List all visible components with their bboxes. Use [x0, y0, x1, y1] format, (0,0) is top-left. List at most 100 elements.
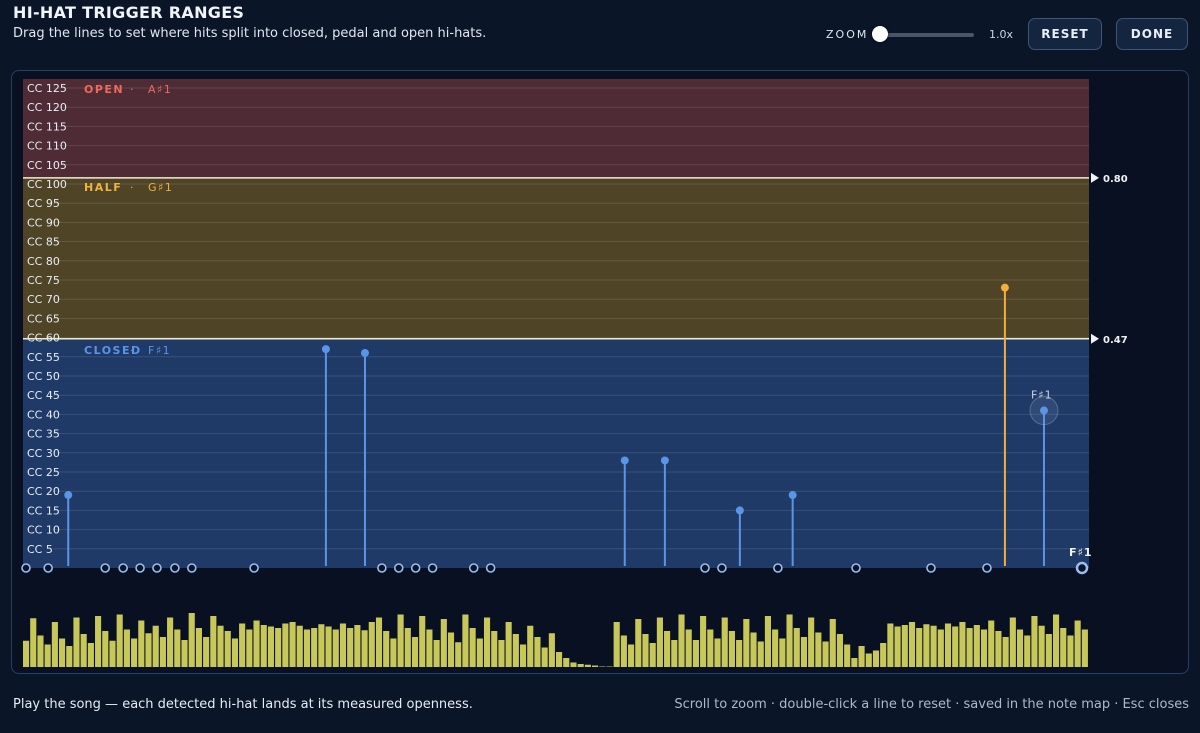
- waveform-bar: [152, 625, 159, 667]
- cc-tick-label: CC 65: [27, 312, 60, 325]
- waveform-bar: [822, 641, 829, 667]
- waveform-bar: [901, 625, 908, 667]
- waveform-bar: [383, 631, 390, 667]
- waveform-bar: [944, 623, 952, 667]
- hit-marker-empty[interactable]: [1075, 561, 1089, 575]
- hit-marker-empty[interactable]: [926, 563, 936, 573]
- cc-tick-label: CC 55: [27, 351, 60, 364]
- waveform-bar: [851, 658, 858, 667]
- waveform-bar: [613, 622, 620, 667]
- waveform-bar: [318, 624, 325, 667]
- hit-marker[interactable]: [1000, 283, 1009, 292]
- waveform-bar: [1060, 628, 1067, 667]
- open-zone-label: OPEN: [84, 83, 124, 96]
- waveform-bar: [188, 613, 195, 667]
- waveform-bar: [678, 614, 685, 667]
- hit-marker[interactable]: [64, 491, 73, 500]
- zoom-slider-thumb[interactable]: [872, 26, 888, 42]
- threshold-value: 0.47: [1103, 335, 1128, 346]
- hit-marker-empty[interactable]: [170, 563, 180, 573]
- waveform-bar: [195, 628, 202, 667]
- hit-marker[interactable]: [321, 345, 330, 354]
- cc-tick-label: CC 90: [27, 216, 60, 229]
- waveform-bar: [390, 638, 397, 667]
- hit-marker-empty[interactable]: [21, 563, 31, 573]
- waveform-bar: [332, 629, 339, 667]
- hit-marker-empty[interactable]: [118, 563, 128, 573]
- threshold-handle-icon[interactable]: [1091, 172, 1099, 183]
- waveform-bar: [1024, 635, 1031, 667]
- waveform-bar: [30, 618, 37, 667]
- zoom-label: ZOOM: [826, 28, 869, 41]
- waveform-bar: [815, 632, 822, 667]
- hit-marker-empty[interactable]: [410, 563, 421, 573]
- waveform-bar: [159, 637, 166, 667]
- waveform-bar: [959, 622, 966, 667]
- half-zone: [23, 177, 1089, 339]
- hit-marker-empty[interactable]: [186, 563, 197, 573]
- waveform-bar: [570, 662, 577, 667]
- half-zone-note: G♯1: [148, 181, 173, 194]
- hit-marker-empty[interactable]: [773, 563, 783, 573]
- closed-zone-note: F♯1: [148, 344, 171, 357]
- waveform-bar: [311, 628, 318, 667]
- hit-marker[interactable]: [660, 456, 669, 465]
- done-button[interactable]: DONE: [1116, 18, 1188, 50]
- waveform-bar: [714, 638, 721, 667]
- waveform-bar: [1045, 634, 1052, 667]
- cc-tick-label: CC 10: [27, 524, 60, 537]
- waveform-bar: [894, 626, 901, 667]
- hit-marker-empty[interactable]: [700, 563, 710, 573]
- hit-marker-empty[interactable]: [152, 563, 162, 573]
- waveform-bar: [527, 625, 534, 667]
- waveform-bar: [887, 623, 894, 667]
- waveform-bar: [764, 616, 771, 667]
- waveform-bar: [203, 637, 210, 667]
- waveform-bar: [541, 647, 548, 667]
- waveform-bar: [995, 631, 1002, 667]
- waveform-bar: [447, 632, 455, 667]
- hit-marker-empty[interactable]: [393, 563, 404, 573]
- hit-marker[interactable]: [788, 491, 797, 500]
- waveform-bar: [282, 623, 289, 667]
- waveform-bar: [1081, 629, 1088, 667]
- hit-marker[interactable]: [360, 348, 369, 357]
- hit-marker-empty[interactable]: [468, 563, 479, 573]
- half-zone-label: HALF: [84, 181, 122, 194]
- threshold-handle-icon[interactable]: [1091, 333, 1099, 344]
- hit-marker-empty[interactable]: [135, 563, 145, 573]
- hit-marker[interactable]: [735, 506, 744, 515]
- hit-marker-empty[interactable]: [427, 563, 438, 573]
- hit-marker-empty[interactable]: [851, 563, 861, 573]
- hit-marker[interactable]: [1039, 406, 1048, 415]
- hit-marker-empty[interactable]: [717, 563, 727, 573]
- waveform-bar: [491, 631, 498, 667]
- waveform-bar: [620, 635, 627, 667]
- waveform-bar: [455, 642, 462, 667]
- hit-marker-empty[interactable]: [43, 563, 53, 573]
- hit-marker-empty[interactable]: [485, 563, 496, 573]
- hit-marker-empty[interactable]: [377, 563, 387, 573]
- reset-button[interactable]: RESET: [1028, 18, 1102, 50]
- trigger-range-panel: CC 125 CC 120 CC 115 CC 110 CC 105 CC 100 CC 9…: [11, 70, 1189, 674]
- waveform-bar: [908, 622, 916, 667]
- waveform-bar: [426, 629, 433, 667]
- hit-marker-empty[interactable]: [982, 563, 992, 573]
- waveform-bar: [872, 650, 880, 667]
- waveform-bar: [354, 625, 361, 667]
- waveform-bar: [628, 644, 635, 667]
- waveform-bar: [786, 614, 793, 667]
- zoom-slider-track[interactable]: [880, 33, 974, 37]
- hit-marker-empty[interactable]: [100, 563, 110, 573]
- waveform-bar: [224, 631, 231, 667]
- hit-marker[interactable]: [620, 456, 629, 465]
- waveform-bar: [577, 664, 584, 667]
- cc-tick-label: CC 115: [27, 120, 67, 133]
- waveform-bar: [649, 643, 656, 667]
- hit-marker-empty[interactable]: [249, 563, 259, 573]
- waveform-bar: [1074, 620, 1081, 667]
- open-zone-separator: ·: [130, 83, 134, 96]
- waveform-bar: [462, 614, 469, 667]
- waveform-bar: [339, 623, 347, 667]
- waveform-bar: [325, 626, 332, 667]
